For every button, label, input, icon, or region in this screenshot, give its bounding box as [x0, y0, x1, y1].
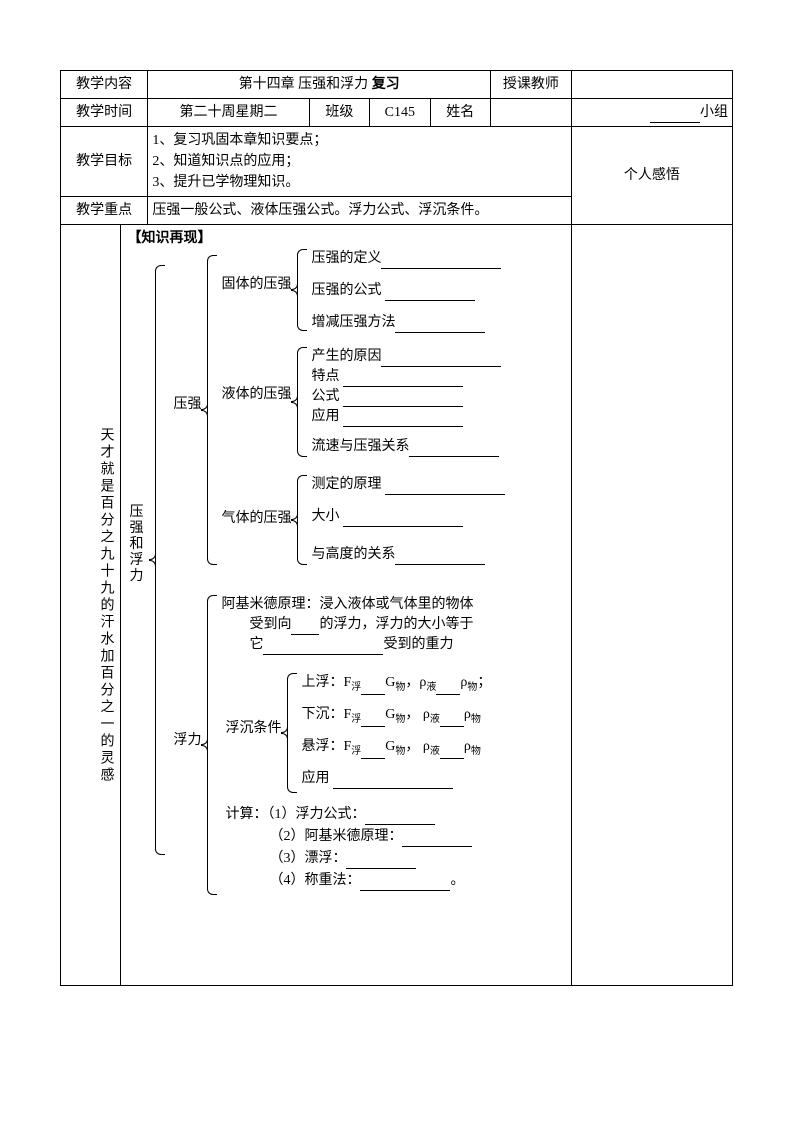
label-keypoint: 教学重点	[61, 197, 148, 225]
calc-4: （4）称重法：。	[269, 871, 464, 891]
liquid-feature: 特点	[311, 367, 463, 387]
solid-formula: 压强的公式	[311, 281, 475, 301]
title-text: 第十四章 压强和浮力	[239, 77, 369, 92]
label-name: 姓名	[430, 99, 490, 127]
calc-3: （3）漂浮：	[269, 849, 416, 869]
cond-up: 上浮：F浮G物，ρ液ρ物；	[301, 673, 491, 695]
solid-method: 增减压强方法	[311, 313, 485, 333]
obj-3: 3、提升已学物理知识。	[152, 172, 566, 193]
archimedes-l1: 阿基米德原理：浸入液体或气体里的物体	[221, 595, 473, 615]
group-suffix: 小组	[700, 105, 728, 120]
tree-heading: 【知识再现】	[127, 229, 211, 249]
archimedes-l3: 它受到的重力	[249, 635, 453, 655]
liquid-apply: 应用	[311, 407, 463, 427]
liquid-cause: 产生的原因	[311, 347, 501, 367]
brace-buoyancy	[207, 595, 217, 895]
calc-2: （2）阿基米德原理：	[269, 827, 472, 847]
liquid-label: 液体的压强	[221, 385, 291, 405]
gas-measure: 测定的原理	[311, 475, 505, 495]
objective-text: 1、复习巩固本章知识要点； 2、知道知识点的应用； 3、提升已学物理知识。	[148, 127, 571, 197]
label-content: 教学内容	[61, 71, 148, 99]
brace-liquid	[297, 347, 307, 457]
chapter-title: 第十四章 压强和浮力 复习	[148, 71, 491, 99]
brace-gas	[297, 475, 307, 565]
label-time: 教学时间	[61, 99, 148, 127]
gas-height: 与高度的关系	[311, 545, 485, 565]
knowledge-tree: 【知识再现】 压强和浮力 压强 固体的压强 压强的定义 压强的公式 增减压强方法…	[121, 225, 571, 986]
obj-2: 2、知道知识点的应用；	[152, 151, 566, 172]
archimedes-l2: 受到向的浮力，浮力的大小等于	[249, 615, 473, 635]
solid-def: 压强的定义	[311, 249, 501, 269]
name-value	[491, 99, 572, 127]
time-value: 第二十周星期二	[148, 99, 309, 127]
teacher-value	[571, 71, 732, 99]
group-blank	[650, 107, 700, 123]
keypoint-text: 压强一般公式、液体压强公式。浮力公式、浮沉条件。	[148, 197, 571, 225]
class-value: C145	[370, 99, 430, 127]
brace-cond	[287, 673, 297, 793]
lesson-plan-table: 教学内容 第十四章 压强和浮力 复习 授课教师 教学时间 第二十周星期二 班级 …	[60, 70, 733, 986]
label-objective: 教学目标	[61, 127, 148, 197]
cond-label: 浮沉条件	[225, 719, 281, 739]
brace-pressure	[207, 255, 217, 565]
label-teacher: 授课教师	[491, 71, 572, 99]
brace-root	[155, 265, 165, 855]
obj-1: 1、复习巩固本章知识要点；	[152, 130, 566, 151]
pressure-label: 压强	[173, 395, 201, 415]
brace-solid	[297, 249, 307, 331]
solid-label: 固体的压强	[221, 275, 291, 295]
notes-column	[571, 225, 732, 986]
gas-label: 气体的压强	[221, 509, 291, 529]
cond-apply: 应用	[301, 769, 453, 789]
root-label: 压强和浮力	[129, 505, 145, 585]
side-quote: 天才就是百分之九十九的汗水加百分之一的灵感	[61, 225, 121, 986]
calc-1: 计算：（1）浮力公式：	[225, 805, 435, 825]
cond-susp: 悬浮：F浮G物， ρ液ρ物	[301, 737, 480, 759]
title-bold: 复习	[372, 77, 400, 92]
label-class: 班级	[309, 99, 369, 127]
liquid-formula: 公式	[311, 387, 463, 407]
group-cell: 小组	[571, 99, 732, 127]
liquid-flow: 流速与压强关系	[311, 437, 499, 457]
buoyancy-label: 浮力	[173, 731, 201, 751]
gas-size: 大小	[311, 507, 463, 527]
cond-down: 下沉：F浮G物， ρ液ρ物	[301, 705, 480, 727]
side-label: 个人感悟	[571, 127, 732, 225]
